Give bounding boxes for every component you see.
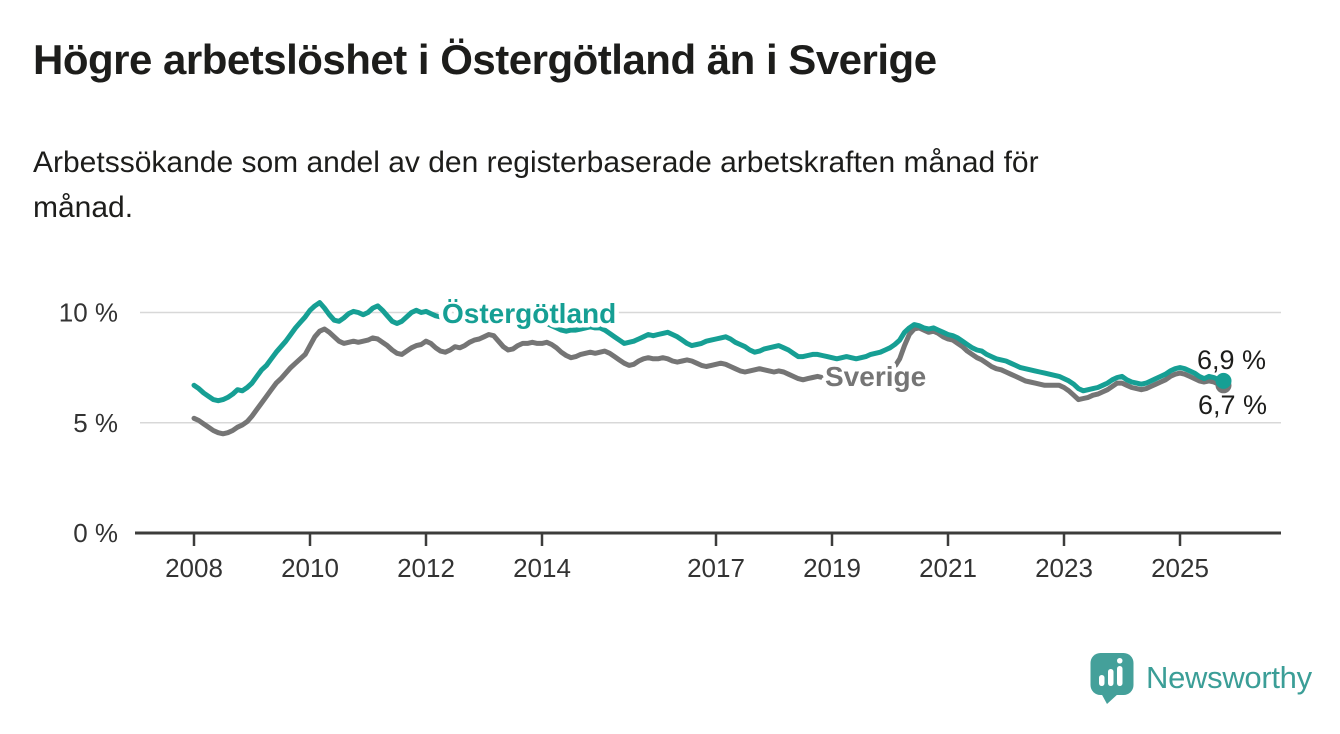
- newsworthy-wordmark: Newsworthy: [1146, 660, 1312, 695]
- y-axis-labels: 0 % 5 % 10 %: [59, 298, 118, 549]
- x-tick-label: 2017: [687, 553, 745, 583]
- x-tick-label: 2025: [1151, 553, 1209, 583]
- x-tick-label: 2021: [919, 553, 977, 583]
- chart-subtitle-line-2: månad.: [33, 191, 134, 224]
- plot-area: [191, 300, 1232, 437]
- newsworthy-logo-icon: [1090, 653, 1134, 704]
- chart-title: Högre arbetslöshet i Östergötland än i S…: [33, 36, 937, 83]
- sverige-line: [191, 325, 1226, 437]
- x-tick-label: 2010: [281, 553, 339, 583]
- oestergoetland-end-value-label: 6,9 %: [1197, 345, 1266, 375]
- oestergoetland-end-dot: [1215, 372, 1232, 389]
- y-tick-label: 10 %: [59, 298, 118, 328]
- newsworthy-logo[interactable]: Newsworthy: [1089, 652, 1312, 704]
- chart-subtitle-line-1: Arbetssökande som andel av den registerb…: [33, 146, 1039, 179]
- sverige-end-value-label: 6,7 %: [1198, 390, 1267, 420]
- chart-annotations: Östergötland 6,9 % Sverige 6,7 %: [438, 294, 1268, 421]
- sverige-series-label: Sverige: [825, 361, 926, 392]
- oestergoetland-series-label: Östergötland: [442, 298, 616, 329]
- y-tick-label: 5 %: [73, 408, 118, 438]
- x-tick-label: 2014: [513, 553, 571, 583]
- x-tick-label: 2019: [803, 553, 861, 583]
- x-tick-label: 2023: [1035, 553, 1093, 583]
- x-axis-ticks: 2008 2010 2012 2014 2017 2019 2021 2023 2025: [165, 533, 1209, 583]
- x-tick-label: 2008: [165, 553, 223, 583]
- chart-subtitle: Arbetssökande som andel av den registerb…: [33, 140, 1039, 230]
- oestergoetland-line: [191, 300, 1226, 404]
- x-tick-label: 2012: [397, 553, 455, 583]
- y-tick-label: 0 %: [73, 518, 118, 548]
